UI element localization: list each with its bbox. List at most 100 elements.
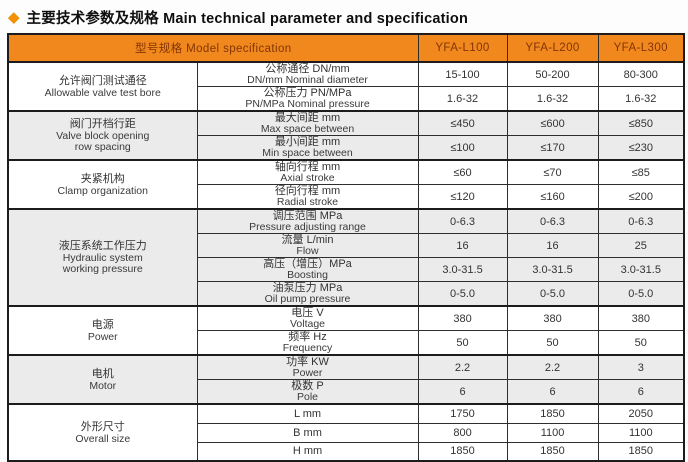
value-cell: 1850 <box>597 441 685 462</box>
param-cell: 调压范围 MPa Pressure adjusting range <box>196 208 419 234</box>
param-label-zh: H mm <box>292 445 323 458</box>
group-label-cell: 阀门开档行距 Valve block opening row spacing <box>7 110 198 161</box>
group-label-en: Overall size <box>75 432 131 445</box>
header-model-yfa-l300: YFA-L300 <box>597 33 685 63</box>
param-label-en: Pressure adjusting range <box>249 221 366 233</box>
value-cell: ≤160 <box>506 184 599 210</box>
param-cell: H mm <box>196 441 419 462</box>
param-label-zh: 轴向行程 mm <box>274 161 341 173</box>
param-label-en: Axial stroke <box>280 172 335 184</box>
group-label-cell: 电源 Power <box>7 305 198 356</box>
param-label-en: Max space between <box>260 123 355 135</box>
value-cell: 380 <box>417 305 508 331</box>
param-cell: 径向行程 mm Radial stroke <box>196 184 419 210</box>
value-cell: ≤100 <box>417 135 508 161</box>
param-label-zh: 最小间距 mm <box>274 136 341 148</box>
table-row: 电源 Power 电压 V Voltage 380 380 380 <box>7 305 685 356</box>
value-cell: 1100 <box>597 422 685 443</box>
param-label-zh: 公称压力 PN/MPa <box>263 87 352 99</box>
value-cell: 16 <box>417 233 508 258</box>
header-model-yfa-l100: YFA-L100 <box>417 33 508 63</box>
param-cell: 轴向行程 mm Axial stroke <box>196 159 419 185</box>
table-row: 外形尺寸 Overall size L mm 1750 1850 2050 <box>7 403 685 462</box>
param-label-zh: L mm <box>293 407 322 420</box>
value-cell: 6 <box>597 379 685 405</box>
value-cell: 16 <box>506 233 599 258</box>
param-label-en: Min space between <box>262 147 353 159</box>
group-label-en: Allowable valve test bore <box>44 86 161 99</box>
param-cell: 极数 P Pole <box>196 379 419 405</box>
param-label-en: Flow <box>296 245 319 257</box>
value-cell: 2.2 <box>417 354 508 380</box>
value-cell: ≤850 <box>597 110 685 136</box>
header-model-spec-label: 型号规格 Model specification <box>7 33 419 63</box>
value-cell: 1750 <box>417 403 508 424</box>
param-cell: 最大间距 mm Max space between <box>196 110 419 136</box>
value-cell: 0-6.3 <box>597 208 685 234</box>
table-row: 高压（增压）MPa Boosting 3.0-31.5 3.0-31.5 3.0-31.… <box>8 257 685 282</box>
value-cell: 2.2 <box>506 354 599 380</box>
table-row: 液压系统工作压力 Hydraulic system working pressur… <box>7 208 685 307</box>
group-label-zh: 阀门开档行距 <box>69 118 136 130</box>
table-row: 夹紧机构 Clamp organization 轴向行程 mm Axial strok… <box>7 159 685 210</box>
value-cell: ≤85 <box>597 159 685 185</box>
value-cell: 3.0-31.5 <box>417 257 508 282</box>
param-label-zh: 频率 Hz <box>288 331 327 343</box>
value-cell: ≤600 <box>506 110 599 136</box>
value-cell: 0-5.0 <box>597 281 685 307</box>
group-label-en: Power <box>87 330 118 343</box>
value-cell: 1.6-32 <box>597 86 685 112</box>
param-label-zh: 最大间距 mm <box>274 112 341 124</box>
value-cell: 380 <box>597 305 685 331</box>
param-cell: 最小间距 mm Min space between <box>196 135 419 161</box>
param-label-zh: 极数 P <box>291 380 324 392</box>
param-cell: 流量 L/min Flow <box>196 233 419 258</box>
param-label-en: PN/MPa Nominal pressure <box>245 98 370 110</box>
param-label-en: DN/mm Nominal diameter <box>247 74 368 86</box>
value-cell: 1.6-32 <box>417 86 508 112</box>
param-label-en: Oil pump pressure <box>264 293 351 305</box>
table-row: 公称压力 PN/MPa PN/MPa Nominal pressure 1.6-32… <box>8 86 685 112</box>
group-label-zh: 外形尺寸 <box>80 420 125 433</box>
table-row: 油泵压力 MPa Oil pump pressure 0-5.0 0-5.0 0-5.0 <box>8 281 685 307</box>
value-cell: ≤230 <box>597 135 685 161</box>
param-label-zh: 径向行程 mm <box>274 185 341 197</box>
value-cell: 50 <box>417 330 508 356</box>
param-label-zh: 调压范围 MPa <box>272 210 343 222</box>
group-label-en: Valve block opening row spacing <box>56 130 150 153</box>
param-cell: 电压 V Voltage <box>196 305 419 331</box>
param-label-en: Radial stroke <box>276 196 339 208</box>
value-cell: 3 <box>597 354 685 380</box>
value-cell: 50 <box>597 330 685 356</box>
param-label-en: Pole <box>297 391 319 403</box>
value-cell: ≤450 <box>417 110 508 136</box>
value-cell: ≤170 <box>506 135 599 161</box>
param-label-zh: B mm <box>293 426 322 439</box>
value-cell: 1850 <box>417 441 508 462</box>
value-cell: 6 <box>506 379 599 405</box>
value-cell: 50-200 <box>506 61 599 87</box>
param-label-zh: 高压（增压）MPa <box>263 258 352 271</box>
value-cell: 2050 <box>597 403 685 424</box>
value-cell: ≤60 <box>417 159 508 185</box>
param-label-zh: 流量 L/min <box>281 234 334 247</box>
table-row: 径向行程 mm Radial stroke ≤120 ≤160 ≤200 <box>8 184 685 210</box>
page-title-text: 主要技术参数及规格 Main technical parameter and s… <box>26 10 469 27</box>
value-cell: 0-6.3 <box>506 208 599 234</box>
param-cell: 功率 KW Power <box>196 354 419 380</box>
param-cell: 油泵压力 MPa Oil pump pressure <box>196 281 419 307</box>
group-label-cell: 允许阀门测试通径 Allowable valve test bore <box>7 61 198 112</box>
param-cell: B mm <box>196 422 419 443</box>
page-title: ◆ 主要技术参数及规格 Main technical parameter and… <box>0 0 688 28</box>
table-row: 流量 L/min Flow 16 16 25 <box>8 233 685 258</box>
param-cell: 频率 Hz Frequency <box>196 330 419 356</box>
table-row: 允许阀门测试通径 Allowable valve test bore 公称通径 DN… <box>7 61 685 112</box>
group-label-zh: 电机 <box>91 367 114 380</box>
value-cell: 1850 <box>506 441 599 462</box>
group-label-zh: 允许阀门测试通径 <box>58 74 147 87</box>
value-cell: 50 <box>506 330 599 356</box>
value-cell: 25 <box>597 233 685 258</box>
header-model-yfa-l200: YFA-L200 <box>506 33 599 63</box>
table-row: 最小间距 mm Min space between ≤100 ≤170 ≤230 <box>8 135 685 161</box>
